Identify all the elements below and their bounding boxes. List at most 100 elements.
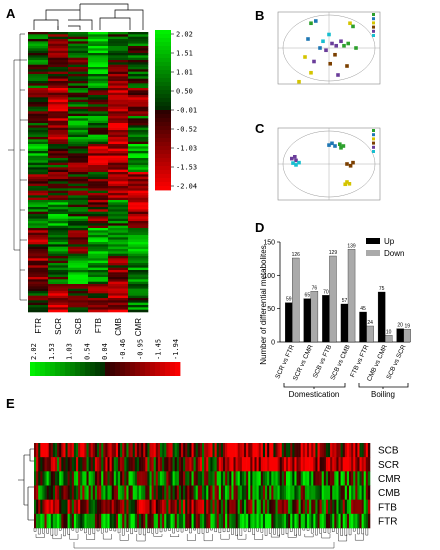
heatmap-cell [128,256,149,259]
heatmap-cell [28,97,49,100]
heatmap-cell [88,92,109,96]
heatmap-cell [365,471,369,486]
heatmap-cell [28,62,49,65]
heatmap-cell [88,90,109,93]
heatmap-cell [68,92,89,96]
heatmap-cell [315,471,318,486]
heatmap-cell [197,443,201,458]
heatmap-cell [111,485,115,500]
heatmap-cell [59,457,62,472]
heatmap-cell [155,485,159,500]
heatmap-cell [176,471,180,486]
heatmap-cell [108,200,129,203]
heatmap-cell [68,258,89,261]
heatmap-cell [128,102,149,105]
heatmap-cell [88,188,109,191]
heatmap-cell [88,158,109,161]
heatmap-cell [108,197,129,201]
scale-swatch [165,362,171,376]
heatmap-cell [323,443,327,458]
heatmap-cell [155,513,159,529]
heatmap-cell [88,302,109,306]
heatmap-cell [69,457,73,472]
scale-tick-label: -2.04 [176,183,197,191]
heatmap-cell [118,443,121,458]
heatmap-cell [28,144,49,147]
heatmap-cell [235,443,238,458]
heatmap-cell [296,471,299,486]
heatmap-cell [88,64,109,68]
heatmap-cell [128,471,131,486]
heatmap-cell [342,499,346,515]
heatmap-cell [128,144,149,147]
heatmap-cell [141,443,144,458]
heatmap-cell [258,443,262,458]
heatmap-cell [68,190,89,194]
heatmap-cell [48,211,69,215]
heatmap-cell [108,190,129,194]
heatmap-cell [88,53,109,56]
heatmap-cell [48,158,69,161]
heatmap-cell [189,513,192,529]
heatmap-cell [101,457,104,472]
heatmap-cell [262,513,266,529]
heatmap-cell [68,102,89,105]
heatmap-cell [283,513,287,529]
heatmap-cell [185,513,188,529]
heatmap-cell [118,513,121,529]
heatmap-cell [128,90,149,93]
heatmap-cell [244,443,247,458]
heatmap-cell [28,146,49,149]
bar-value-label: 129 [329,250,338,256]
heatmap-cell [88,57,109,61]
heatmap-cell [115,485,119,500]
heatmap-cell [88,295,109,299]
heatmap-cell [250,443,253,458]
heatmap-cell [99,499,102,515]
heatmap-cell [323,485,327,500]
heatmap-cell [128,69,149,72]
heatmap-cell [63,457,66,472]
heatmap-cell [298,485,301,500]
scale-swatch [155,42,171,47]
heatmap-cell [65,499,68,515]
heatmap-cell [108,104,129,107]
heatmap-cell [68,230,89,233]
heatmap-cell [88,471,91,486]
heatmap-cell [355,499,358,515]
heatmap-cell [28,88,49,91]
heatmap-cell [88,46,109,49]
row-label: SCR [378,460,399,471]
heatmap-cell [88,256,109,259]
heatmap-cell [128,246,149,250]
scale-swatch [155,170,171,175]
heatmap-cell [108,155,129,159]
heatmap-cell [193,457,196,472]
legend-swatch [372,141,375,145]
heatmap-cell [187,499,190,515]
heatmap-cell [82,457,85,472]
heatmap-cell [162,443,165,458]
heatmap-cell [68,293,89,296]
heatmap-cell [78,443,81,458]
heatmap-cell [108,139,129,142]
heatmap-cell [76,499,79,515]
heatmap-cell [68,183,89,187]
heatmap-cell [28,188,49,191]
heatmap-cell [233,485,236,500]
heatmap-cell [269,471,272,486]
heatmap-cell [88,260,109,264]
heatmap-cell [68,71,89,75]
heatmap-cell [28,53,49,56]
scale-swatch [155,82,171,87]
scale-swatch [90,362,96,376]
heatmap-cell [298,471,301,486]
scale-swatch [155,182,171,187]
heatmap-cell [237,443,241,458]
heatmap-cell [128,253,149,257]
heatmap-cell [68,32,89,35]
heatmap-cell [210,471,213,486]
heatmap-cell [191,513,194,529]
heatmap-cell [170,457,173,472]
heatmap-cell [128,174,149,177]
